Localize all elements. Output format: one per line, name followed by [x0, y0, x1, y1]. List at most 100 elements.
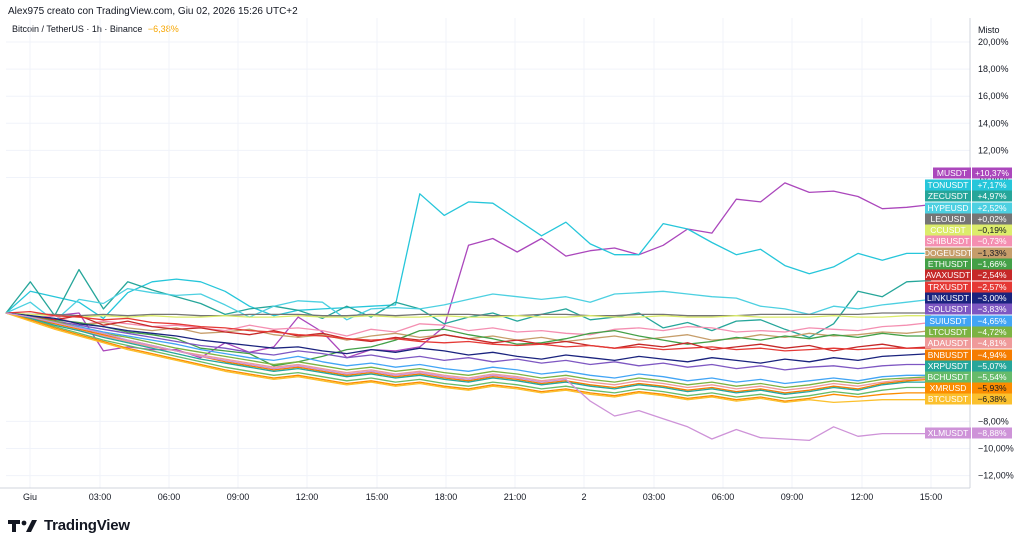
x-tick-label: 03:00	[643, 492, 666, 502]
y-tick-label: 18,00%	[978, 64, 1009, 74]
series-name-label: TONUSDT	[928, 180, 969, 190]
series-value-box	[972, 190, 1012, 202]
series-name-label: BCHUSDT	[927, 372, 968, 382]
series-name-box	[925, 247, 971, 259]
tradingview-logo-icon	[8, 519, 37, 532]
x-tick-label: 03:00	[89, 492, 112, 502]
series-name-box	[925, 190, 971, 202]
series-value-label: −5,54%	[977, 372, 1007, 382]
y-tick-label: −12,00%	[978, 471, 1014, 481]
series-value-label: −3,00%	[977, 293, 1007, 303]
series-value-label: −3,83%	[977, 304, 1007, 314]
series-name-box	[925, 235, 971, 247]
y-tick-label: 16,00%	[978, 91, 1009, 101]
series-value-label: +2,52%	[977, 203, 1007, 213]
series-name-label: ETHUSDT	[928, 259, 968, 269]
symbol-change: −6,38%	[147, 24, 179, 34]
series-value-box	[972, 235, 1012, 247]
x-tick-label: 15:00	[920, 492, 943, 502]
series-name-label: LINKUSDT	[927, 293, 969, 303]
series-name-label: ADAUSDT	[928, 338, 969, 348]
tradingview-logo: TradingView	[8, 517, 130, 534]
series-line-avaxusdt	[5, 312, 932, 352]
series-line-btcusdt	[5, 312, 931, 404]
series-value-label: −4,72%	[977, 327, 1007, 337]
series-line-adausdt	[5, 312, 932, 391]
series-value-label: +4,97%	[977, 191, 1007, 201]
series-value-box	[972, 393, 1012, 405]
series-value-label: −0,73%	[977, 236, 1007, 246]
series-line-leousd	[5, 312, 931, 317]
series-value-label: −2,57%	[977, 282, 1007, 292]
series-name-label: CCUSDT	[930, 225, 965, 235]
y-tick-label: 12,00%	[978, 145, 1009, 155]
series-value-label: −4,94%	[977, 350, 1007, 360]
series-value-box	[972, 371, 1012, 383]
symbol-label: Bitcoin / TetherUS · 1h · Binance	[12, 24, 143, 34]
x-tick-label: 12:00	[296, 492, 319, 502]
series-line-linkusdt	[5, 312, 932, 364]
series-name-label: XLMUSDT	[928, 428, 969, 438]
series-name-box	[925, 224, 971, 236]
series-name-label: LTCUSDT	[929, 327, 968, 337]
series-name-box	[925, 382, 971, 394]
series-value-box	[972, 337, 1012, 349]
series-name-label: BNBUSDT	[928, 350, 969, 360]
series-line-ethusdt	[5, 312, 931, 367]
series-line-suiusdt	[5, 312, 931, 385]
series-value-box	[972, 224, 1012, 236]
series-name-box	[925, 202, 971, 214]
series-name-box	[925, 315, 971, 327]
series-name-box	[925, 393, 971, 405]
series-value-label: −8,88%	[977, 428, 1007, 438]
series-line-bchusdt	[5, 312, 931, 400]
series-name-label: SHIBUSDT	[927, 236, 970, 246]
series-value-label: −4,65%	[977, 316, 1007, 326]
series-name-box	[925, 269, 971, 281]
x-tick-label: 09:00	[227, 492, 250, 502]
series-value-label: −1,33%	[977, 248, 1007, 258]
series-name-box	[925, 281, 971, 293]
series-value-box	[972, 269, 1012, 281]
series-name-box	[925, 213, 971, 225]
series-line-shibusdt	[5, 312, 932, 337]
series-value-box	[972, 360, 1012, 372]
y-tick-label: 14,00%	[978, 118, 1009, 128]
series-line-xmrusd	[5, 312, 931, 402]
series-value-label: +7,17%	[977, 180, 1007, 190]
series-name-box	[925, 303, 971, 315]
series-value-label: −5,07%	[977, 361, 1007, 371]
series-name-box	[925, 349, 971, 361]
scale-mode-label[interactable]: Misto	[978, 25, 1000, 35]
series-name-box	[925, 179, 971, 191]
x-tick-label: Giu	[23, 492, 37, 502]
series-value-label: +10,37%	[975, 168, 1009, 178]
series-value-box	[972, 179, 1012, 191]
series-line-ccusdt	[5, 312, 931, 318]
creator-line: Alex975 creato con TradingView.com, Giu …	[8, 6, 298, 17]
series-name-label: AVAXUSDT	[926, 270, 971, 280]
series-value-label: −5,93%	[977, 383, 1007, 393]
series-value-box	[972, 303, 1012, 315]
tradingview-wordmark: TradingView	[44, 517, 130, 534]
series-value-box	[972, 281, 1012, 293]
series-line-solusdt	[5, 312, 931, 371]
x-tick-label: 2	[581, 492, 586, 502]
series-value-label: −6,38%	[977, 394, 1007, 404]
series-value-box	[972, 292, 1012, 304]
series-value-box	[972, 167, 1012, 179]
series-name-label: SUIUSDT	[929, 316, 966, 326]
series-value-box	[972, 427, 1012, 439]
series-line-ltcusdt	[5, 312, 932, 389]
series-name-label: LEOUSD	[931, 214, 966, 224]
series-name-label: BTCUSDT	[928, 394, 968, 404]
x-tick-label: 06:00	[712, 492, 735, 502]
symbol-legend[interactable]: Bitcoin / TetherUS · 1h · Binance −6,38%	[12, 24, 179, 34]
y-tick-label: −8,00%	[978, 416, 1009, 426]
series-name-box	[925, 337, 971, 349]
series-name-box	[925, 371, 971, 383]
series-value-label: −0,19%	[977, 225, 1007, 235]
series-value-box	[972, 349, 1012, 361]
series-line-xrpusdt	[5, 312, 931, 395]
